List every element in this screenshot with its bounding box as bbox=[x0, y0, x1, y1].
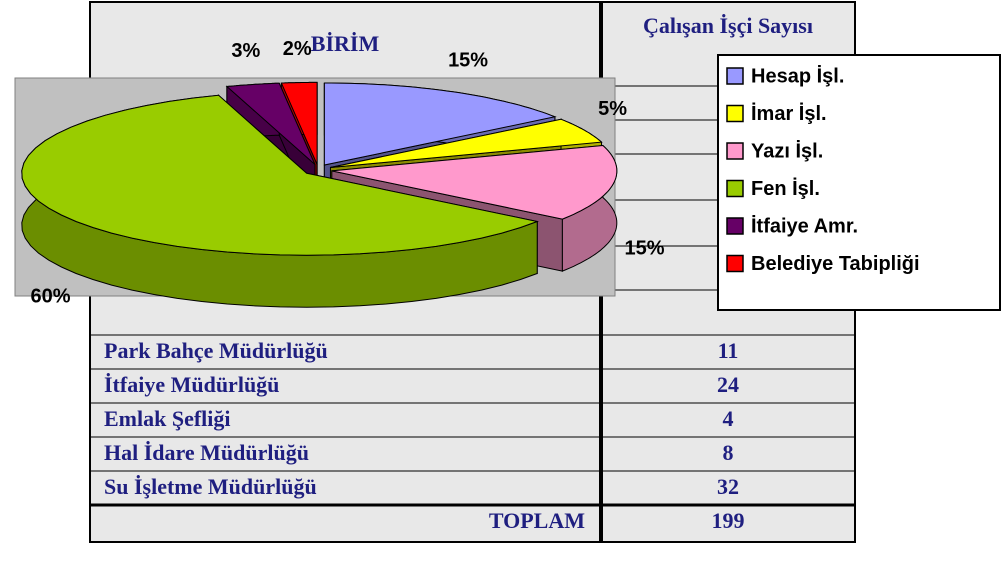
legend-swatch bbox=[726, 67, 744, 85]
pie: 15% 5% 15% 60% 3% 2% bbox=[21, 38, 665, 308]
slice bbox=[225, 82, 316, 165]
header-cell: Çalışan İşçi Sayısı bbox=[643, 13, 813, 38]
cell: İtfaiye Müdürlüğü bbox=[104, 372, 279, 397]
slice bbox=[330, 118, 603, 168]
legend-label: İtfaiye Amr. bbox=[751, 214, 858, 237]
cell: 24 bbox=[717, 372, 739, 397]
cell: 4 bbox=[723, 406, 734, 431]
legend-label: Hesap İşl. bbox=[751, 64, 844, 87]
slice bbox=[280, 81, 318, 165]
cell: 32 bbox=[717, 474, 739, 499]
slice bbox=[331, 144, 618, 220]
legend-label: İmar İşl. bbox=[751, 102, 827, 125]
cell: 11 bbox=[718, 338, 739, 363]
slice bbox=[21, 94, 540, 256]
total-cell: TOPLAM bbox=[489, 508, 585, 533]
data-label: 2% bbox=[283, 38, 312, 60]
legend bbox=[717, 54, 1001, 311]
data-label: 60% bbox=[31, 285, 71, 307]
cell: Emlak Şefliği bbox=[104, 406, 231, 431]
data-label: 5% bbox=[598, 98, 627, 120]
header-cell: BİRİM bbox=[311, 31, 380, 56]
legend-swatch bbox=[726, 104, 744, 123]
cell: Park Bahçe Müdürlüğü bbox=[104, 338, 328, 363]
legend-swatch bbox=[726, 142, 744, 160]
legend-label: Yazı İşl. bbox=[751, 139, 823, 162]
cell: Su İşletme Müdürlüğü bbox=[104, 474, 317, 499]
legend-label: Fen İşl. bbox=[751, 177, 820, 200]
legend-swatch bbox=[726, 254, 744, 273]
legend-swatch bbox=[726, 179, 744, 198]
legend-items: Hesap İşl. İmar İşl. Yazı İşl. Fen İşl. İtfa… bbox=[726, 64, 920, 275]
total-cell: 199 bbox=[712, 508, 745, 533]
data-label: 15% bbox=[625, 238, 665, 260]
cell: Hal İdare Müdürlüğü bbox=[104, 440, 309, 465]
table-body: BİRİM Çalışan İşçi Sayısı Park Bahçe Müdür… bbox=[90, 13, 855, 533]
legend-label: Belediye Tabipliği bbox=[751, 253, 920, 275]
slice bbox=[323, 82, 557, 166]
legend-swatch bbox=[726, 217, 744, 235]
data-label: 15% bbox=[448, 50, 488, 72]
cell: 8 bbox=[723, 440, 734, 465]
data-label: 3% bbox=[231, 40, 260, 62]
